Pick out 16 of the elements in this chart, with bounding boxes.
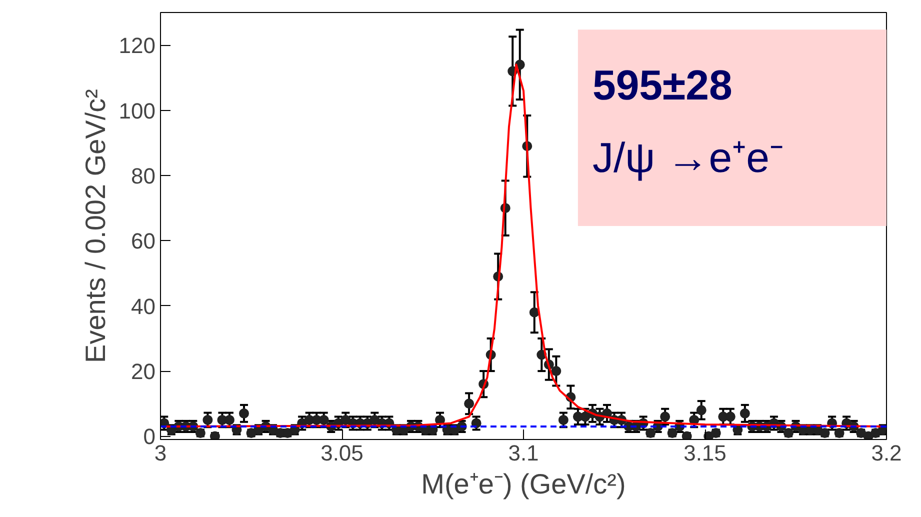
y-tick-label: 120 — [118, 33, 156, 58]
annotation: J/ψ →e⁺e⁻ — [592, 134, 784, 182]
x-tick-label: 3.05 — [320, 440, 364, 466]
x-tick-label: 3.2 — [871, 440, 902, 466]
x-tick-label: 3.15 — [684, 440, 726, 466]
y-tick-label: 80 — [131, 163, 156, 188]
x-axis-title: M(e⁺e⁻) (GeV/c²) — [421, 468, 626, 500]
annotation: 595±28 — [592, 62, 732, 109]
y-tick-label: 20 — [131, 359, 156, 384]
y-tick-label: 0 — [143, 424, 156, 450]
y-axis-title: Events / 0.002 GeV/c² — [80, 89, 111, 363]
x-tick-label: 3.1 — [508, 440, 539, 466]
y-tick-label: 40 — [131, 294, 156, 319]
y-tick-label: 100 — [118, 98, 156, 124]
y-tick-label: 60 — [131, 228, 156, 254]
x-tick-label: 3 — [154, 440, 167, 466]
